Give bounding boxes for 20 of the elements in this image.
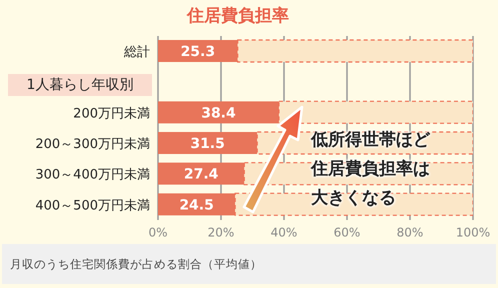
- x-tick-label: 40%: [270, 226, 298, 240]
- y-tick-label: 200万円未満: [73, 106, 150, 122]
- text: 1人暮らし年収別: [8, 74, 152, 96]
- y-tick-label: 200～300万円未満: [35, 136, 150, 152]
- data-label: 38.4: [201, 105, 236, 122]
- x-tick-label: 0%: [148, 226, 168, 240]
- x-tick-label: 60%: [334, 226, 360, 240]
- x-tick-label: 100%: [456, 226, 490, 240]
- text: 月収のうち住宅関係費が占める割合（平均値）: [2, 244, 496, 284]
- data-label: 25.3: [180, 44, 216, 60]
- chart-title: 住居費負担率: [186, 5, 290, 27]
- data-label: 31.5: [190, 136, 225, 152]
- y-tick-label: 総計: [123, 44, 150, 60]
- annotation: 低所得世帯ほど住居費負担率は大きくなる: [311, 129, 432, 210]
- y-tick-label: 300～400万円未満: [35, 168, 150, 183]
- x-tick-label: 80%: [396, 226, 424, 240]
- data-label: 27.4: [184, 166, 219, 183]
- y-tick-label: 400～500万円未満: [35, 198, 150, 214]
- x-tick-label: 20%: [208, 226, 234, 240]
- data-label: 24.5: [179, 197, 214, 214]
